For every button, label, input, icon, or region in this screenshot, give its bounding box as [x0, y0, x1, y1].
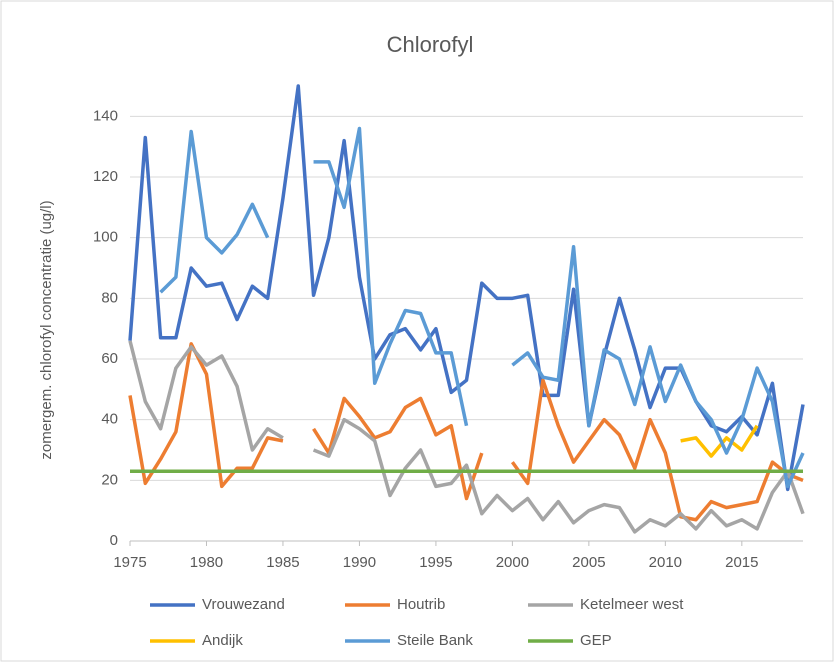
x-tick-label: 1990	[343, 554, 376, 571]
legend-label: Houtrib	[397, 596, 445, 613]
y-tick-label: 100	[93, 229, 118, 246]
y-tick-label: 40	[101, 411, 118, 428]
legend-label: Steile Bank	[397, 632, 473, 649]
legend-label: Ketelmeer west	[580, 596, 684, 613]
series-line	[680, 424, 759, 458]
y-tick-label: 0	[110, 532, 118, 549]
y-tick-label: 20	[101, 471, 118, 488]
x-tick-label: 1975	[113, 554, 146, 571]
legend-label: Vrouwezand	[202, 596, 285, 613]
series-line	[128, 342, 804, 522]
series-line	[128, 340, 805, 534]
x-tick-label: 2005	[572, 554, 605, 571]
series-line	[159, 126, 805, 489]
chart-title: Chlorofyl	[387, 32, 474, 57]
x-tick-label: 1985	[266, 554, 299, 571]
x-tick-label: 2015	[725, 554, 758, 571]
y-tick-label: 140	[93, 107, 118, 124]
y-tick-label: 120	[93, 168, 118, 185]
x-tick-label: 2010	[649, 554, 682, 571]
x-tick-label: 1995	[419, 554, 452, 571]
x-tick-label: 1980	[190, 554, 223, 571]
legend-label: GEP	[580, 632, 612, 649]
y-tick-label: 80	[101, 289, 118, 306]
y-axis-label: zomergem. chlorofyl concentratie (ug/l)	[38, 200, 55, 459]
legend-label: Andijk	[202, 632, 243, 649]
y-tick-label: 60	[101, 350, 118, 367]
x-tick-label: 2000	[496, 554, 529, 571]
